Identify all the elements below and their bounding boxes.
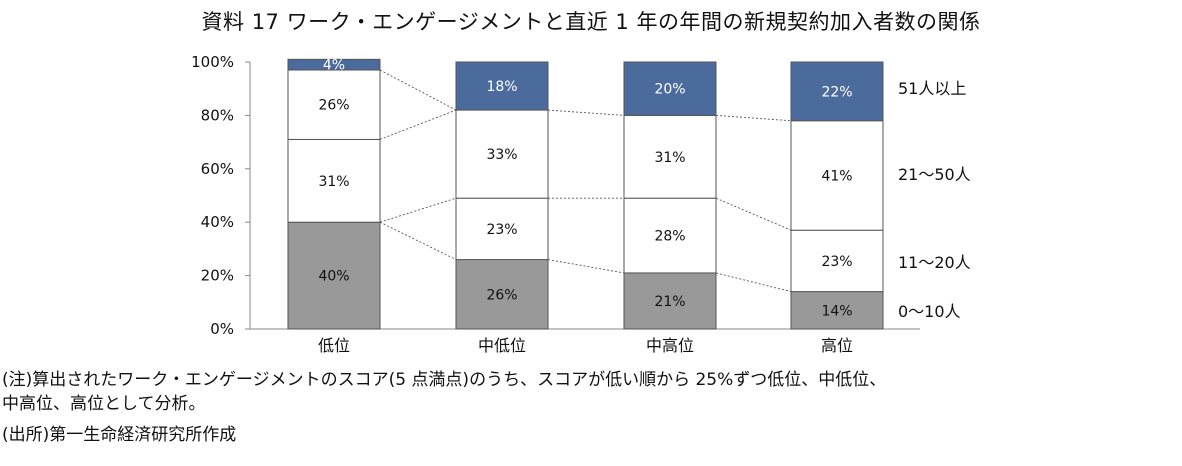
- data-label: 18%: [486, 79, 517, 95]
- data-label: 26%: [318, 98, 349, 114]
- y-tick-label: 80%: [201, 106, 234, 124]
- connector-line: [379, 109, 457, 140]
- data-label: 41%: [821, 168, 852, 184]
- x-category-label: 高位: [821, 336, 853, 355]
- data-label: 33%: [486, 147, 517, 163]
- connector-line: [379, 197, 457, 223]
- data-label: 23%: [486, 222, 517, 238]
- data-label: 23%: [821, 254, 852, 270]
- connector-line: [715, 272, 792, 293]
- connector-line: [379, 221, 457, 260]
- bar-segment: [287, 221, 381, 330]
- legend-label: 21～50人: [898, 165, 971, 184]
- bar-segment: [287, 138, 381, 223]
- bar-segment: [790, 229, 884, 293]
- x-category-label: 中低位: [478, 336, 526, 355]
- data-label: 22%: [821, 84, 852, 100]
- bar-segment: [623, 272, 717, 330]
- bar-segment: [455, 197, 549, 261]
- y-tick-label: 0%: [210, 320, 234, 338]
- data-label: 20%: [654, 82, 685, 98]
- bar-segment: [790, 120, 884, 231]
- data-label: 4%: [323, 58, 345, 74]
- y-tick-label: 60%: [201, 160, 234, 178]
- bar-segment: [287, 58, 381, 71]
- data-label: 40%: [318, 269, 349, 285]
- chart-title: 資料 17 ワーク・エンゲージメントと直近 1 年の年間の新規契約加入者数の関係: [201, 10, 981, 34]
- y-tick-label: 100%: [191, 53, 234, 71]
- bar-segment: [455, 259, 549, 330]
- bar-segment: [455, 61, 549, 111]
- data-label: 31%: [318, 174, 349, 190]
- bar-segment: [287, 69, 381, 140]
- connector-line: [715, 197, 792, 231]
- y-tick-label: 40%: [201, 213, 234, 231]
- legend-label: 11～20人: [898, 253, 971, 272]
- legend-label: 51人以上: [898, 79, 966, 98]
- data-label: 31%: [654, 150, 685, 166]
- connector-line: [547, 109, 625, 116]
- note-line-1: (注)算出されたワーク・エンゲージメントのスコア(5 点満点)のうち、スコアが低…: [2, 370, 887, 390]
- source-note: (出所)第一生命経済研究所作成: [2, 425, 237, 445]
- data-label: 21%: [654, 294, 685, 310]
- bar-segment: [623, 61, 717, 116]
- bar-segment: [623, 197, 717, 274]
- x-category-label: 低位: [318, 336, 350, 355]
- y-tick-label: 20%: [201, 267, 234, 285]
- x-category-label: 中高位: [646, 336, 694, 355]
- connector-line: [379, 69, 457, 111]
- data-label: 28%: [654, 229, 685, 245]
- legend-label: 0～10人: [898, 302, 961, 321]
- connector-line: [715, 114, 792, 122]
- data-label: 14%: [821, 303, 852, 319]
- stacked-bar-chart: 0% 20% 40% 60% 80% 100% 40% 31% 26% 4% 低位 26% 23% 33%…: [191, 53, 971, 355]
- note-line-2: 中高位、高位として分析。: [2, 394, 206, 414]
- bar-segment: [790, 61, 884, 122]
- connector-line: [547, 259, 625, 274]
- data-label: 26%: [486, 287, 517, 303]
